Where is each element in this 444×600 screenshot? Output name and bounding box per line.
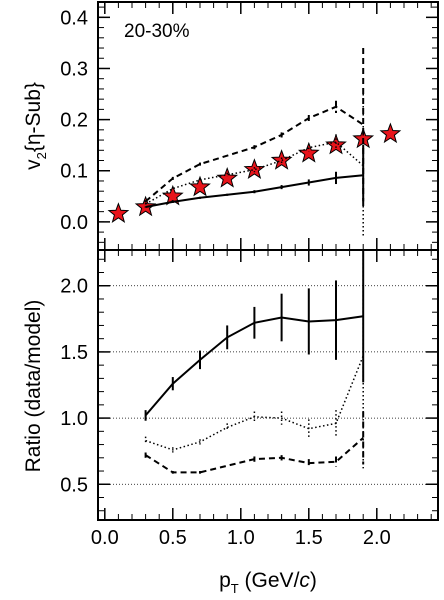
y-tick-label: 0.0 xyxy=(60,212,88,234)
top-panel: 0.0 0.1 0.2 0.3 0.4 20-30% v2{η-Sub} xyxy=(22,1,439,251)
y-tick-label: 1.0 xyxy=(60,408,88,430)
y-tick-label: 0.5 xyxy=(60,474,88,496)
x-axis-title-italic: c xyxy=(299,569,310,592)
y-tick-label: 0.1 xyxy=(60,161,88,183)
bottom-plot-frame xyxy=(97,249,439,521)
y-tick-label: 2.0 xyxy=(60,276,88,298)
top-y-axis-title-main: v xyxy=(22,159,45,170)
top-ticks xyxy=(98,2,438,250)
x-axis-title-main: p xyxy=(219,569,231,592)
bottom-y-tick-labels: 0.5 1.0 1.5 2.0 xyxy=(60,276,88,497)
y-tick-label: 0.3 xyxy=(60,58,88,80)
x-tick-label: 1.0 xyxy=(227,527,255,549)
star-point-0 xyxy=(107,202,130,223)
top-y-axis-title-rest: {η-Sub} xyxy=(22,82,45,152)
x-axis-title-rest: (GeV/ xyxy=(239,569,300,592)
bottom-panel: 0.5 1.0 1.5 2.0 0.0 0.5 1.0 1.5 2.0 Ratio (data… xyxy=(22,249,439,596)
bottom-y-axis-title: Ratio (data/model) xyxy=(22,300,45,473)
bottom-ticks xyxy=(98,250,438,520)
x-tick-label: 1.5 xyxy=(295,527,323,549)
x-axis-title-close: ) xyxy=(310,569,317,592)
bottom-gridlines xyxy=(98,285,438,485)
dotted-series-line xyxy=(145,355,364,451)
top-y-axis-title: v2{η-Sub} xyxy=(22,82,49,170)
top-series xyxy=(107,48,402,238)
star-point-3 xyxy=(189,175,211,197)
dashed-series-line xyxy=(145,437,364,474)
star-point-6 xyxy=(270,149,293,170)
y-tick-label: 0.2 xyxy=(60,110,88,132)
star-point-7 xyxy=(297,141,320,163)
x-axis-title-sub: T xyxy=(231,581,239,596)
dashed-series-line xyxy=(144,105,364,203)
star-point-8 xyxy=(325,133,347,155)
y-tick-label: 1.5 xyxy=(60,342,88,364)
x-tick-label: 0.5 xyxy=(159,527,187,549)
top-y-tick-labels: 0.0 0.1 0.2 0.3 0.4 xyxy=(60,7,88,234)
star-point-4 xyxy=(216,166,239,188)
star-point-2 xyxy=(161,184,184,206)
dotted-series-line xyxy=(145,141,364,205)
star-point-10 xyxy=(379,122,402,144)
star-point-5 xyxy=(243,158,266,179)
x-tick-labels: 0.0 0.5 1.0 1.5 2.0 xyxy=(91,527,391,549)
y-tick-label: 0.4 xyxy=(60,7,88,29)
bottom-series xyxy=(144,251,365,474)
x-tick-label: 2.0 xyxy=(363,527,391,549)
x-tick-label: 0.0 xyxy=(91,527,119,549)
top-y-axis-title-sub: 2 xyxy=(34,152,49,159)
x-axis-title: pT (GeV/c) xyxy=(219,569,317,596)
centrality-annotation: 20-30% xyxy=(124,21,190,42)
